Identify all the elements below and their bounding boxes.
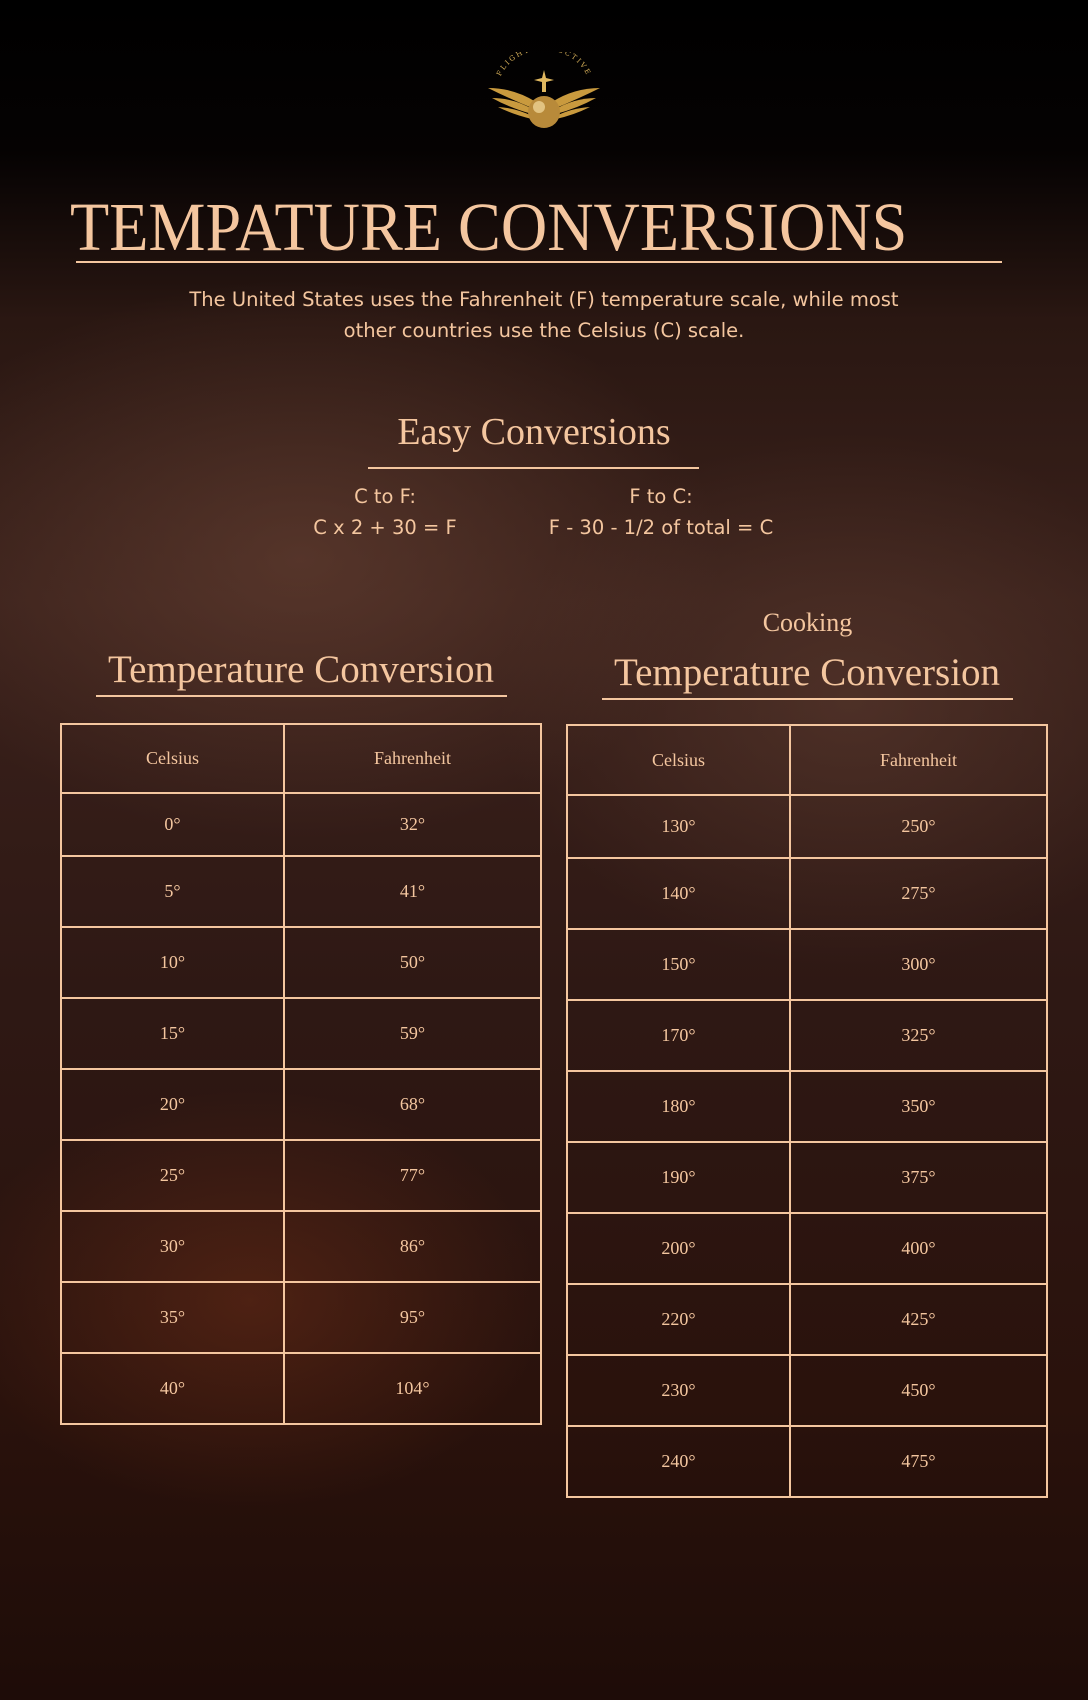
table-header-row: Celsius Fahrenheit [60, 723, 542, 794]
celsius-cell: 240° [566, 1425, 791, 1498]
fahrenheit-cell: 250° [789, 794, 1048, 859]
cooking-temperature-table: Celsius Fahrenheit 130° 250° 140° 275° 150° 3… [566, 724, 1048, 1498]
fahrenheit-cell: 475° [789, 1425, 1048, 1498]
left-table-heading: Temperature Conversion [107, 648, 495, 691]
flight-selective-logo: FLIGHT•SELECTIVE [484, 44, 604, 130]
right-heading-underline [602, 698, 1013, 700]
header-celsius: Celsius [60, 723, 285, 794]
celsius-cell: 130° [566, 794, 791, 859]
f-to-c-formula: F - 30 - 1/2 of total = C [548, 516, 774, 539]
fahrenheit-cell: 350° [789, 1070, 1048, 1143]
easy-conversions-heading: Easy Conversions [397, 411, 671, 453]
fahrenheit-cell: 50° [283, 926, 542, 999]
celsius-cell: 170° [566, 999, 791, 1072]
table-row: 10° 50° [60, 926, 542, 999]
title-underline [76, 261, 1002, 263]
intro-line-2: other countries use the Celsius (C) scal… [343, 319, 745, 342]
intro-line-1: The United States uses the Fahrenheit (F… [189, 288, 899, 311]
celsius-cell: 30° [60, 1210, 285, 1283]
fahrenheit-cell: 104° [283, 1352, 542, 1425]
fahrenheit-cell: 325° [789, 999, 1048, 1072]
celsius-cell: 150° [566, 928, 791, 1001]
cooking-kicker: Cooking [762, 608, 853, 637]
fahrenheit-cell: 450° [789, 1354, 1048, 1427]
c-to-f-block: C to F: C x 2 + 30 = F [235, 481, 535, 543]
celsius-cell: 40° [60, 1352, 285, 1425]
celsius-cell: 220° [566, 1283, 791, 1356]
celsius-cell: 230° [566, 1354, 791, 1427]
table-row: 140° 275° [566, 857, 1048, 930]
fahrenheit-cell: 425° [789, 1283, 1048, 1356]
header-fahrenheit: Fahrenheit [789, 724, 1048, 796]
celsius-cell: 0° [60, 792, 285, 857]
celsius-fahrenheit-table: Celsius Fahrenheit 0° 32° 5° 41° 10° 50° 15° 59… [60, 723, 542, 1425]
fahrenheit-cell: 400° [789, 1212, 1048, 1285]
celsius-cell: 15° [60, 997, 285, 1070]
fahrenheit-cell: 275° [789, 857, 1048, 930]
header-celsius: Celsius [566, 724, 791, 796]
f-to-c-block: F to C: F - 30 - 1/2 of total = C [511, 481, 811, 543]
celsius-cell: 190° [566, 1141, 791, 1214]
fahrenheit-cell: 300° [789, 928, 1048, 1001]
page-title: TEMPATURE CONVERSIONS [70, 189, 908, 265]
table-row: 130° 250° [566, 794, 1048, 859]
table-row: 220° 425° [566, 1283, 1048, 1356]
right-table-heading: Temperature Conversion [613, 651, 1001, 694]
celsius-cell: 180° [566, 1070, 791, 1143]
table-row: 35° 95° [60, 1281, 542, 1354]
table-row: 200° 400° [566, 1212, 1048, 1285]
table-header-row: Celsius Fahrenheit [566, 724, 1048, 796]
celsius-cell: 20° [60, 1068, 285, 1141]
c-to-f-label: C to F: [354, 485, 416, 508]
fahrenheit-cell: 375° [789, 1141, 1048, 1214]
fahrenheit-cell: 68° [283, 1068, 542, 1141]
left-heading-underline [96, 695, 507, 697]
easy-underline [368, 467, 699, 469]
celsius-cell: 140° [566, 857, 791, 930]
celsius-cell: 35° [60, 1281, 285, 1354]
celsius-cell: 10° [60, 926, 285, 999]
fahrenheit-cell: 32° [283, 792, 542, 857]
table-row: 30° 86° [60, 1210, 542, 1283]
table-row: 150° 300° [566, 928, 1048, 1001]
table-row: 0° 32° [60, 792, 542, 857]
fahrenheit-cell: 41° [283, 855, 542, 928]
fahrenheit-cell: 59° [283, 997, 542, 1070]
table-row: 5° 41° [60, 855, 542, 928]
header-fahrenheit: Fahrenheit [283, 723, 542, 794]
table-row: 40° 104° [60, 1352, 542, 1425]
table-row: 170° 325° [566, 999, 1048, 1072]
celsius-cell: 5° [60, 855, 285, 928]
c-to-f-formula: C x 2 + 30 = F [313, 516, 457, 539]
table-row: 25° 77° [60, 1139, 542, 1212]
f-to-c-label: F to C: [629, 485, 693, 508]
celsius-cell: 25° [60, 1139, 285, 1212]
table-row: 190° 375° [566, 1141, 1048, 1214]
celsius-cell: 200° [566, 1212, 791, 1285]
intro-text: The United States uses the Fahrenheit (F… [100, 284, 988, 346]
table-row: 15° 59° [60, 997, 542, 1070]
table-row: 240° 475° [566, 1425, 1048, 1498]
table-row: 230° 450° [566, 1354, 1048, 1427]
fahrenheit-cell: 77° [283, 1139, 542, 1212]
table-row: 20° 68° [60, 1068, 542, 1141]
table-row: 180° 350° [566, 1070, 1048, 1143]
fahrenheit-cell: 95° [283, 1281, 542, 1354]
fahrenheit-cell: 86° [283, 1210, 542, 1283]
